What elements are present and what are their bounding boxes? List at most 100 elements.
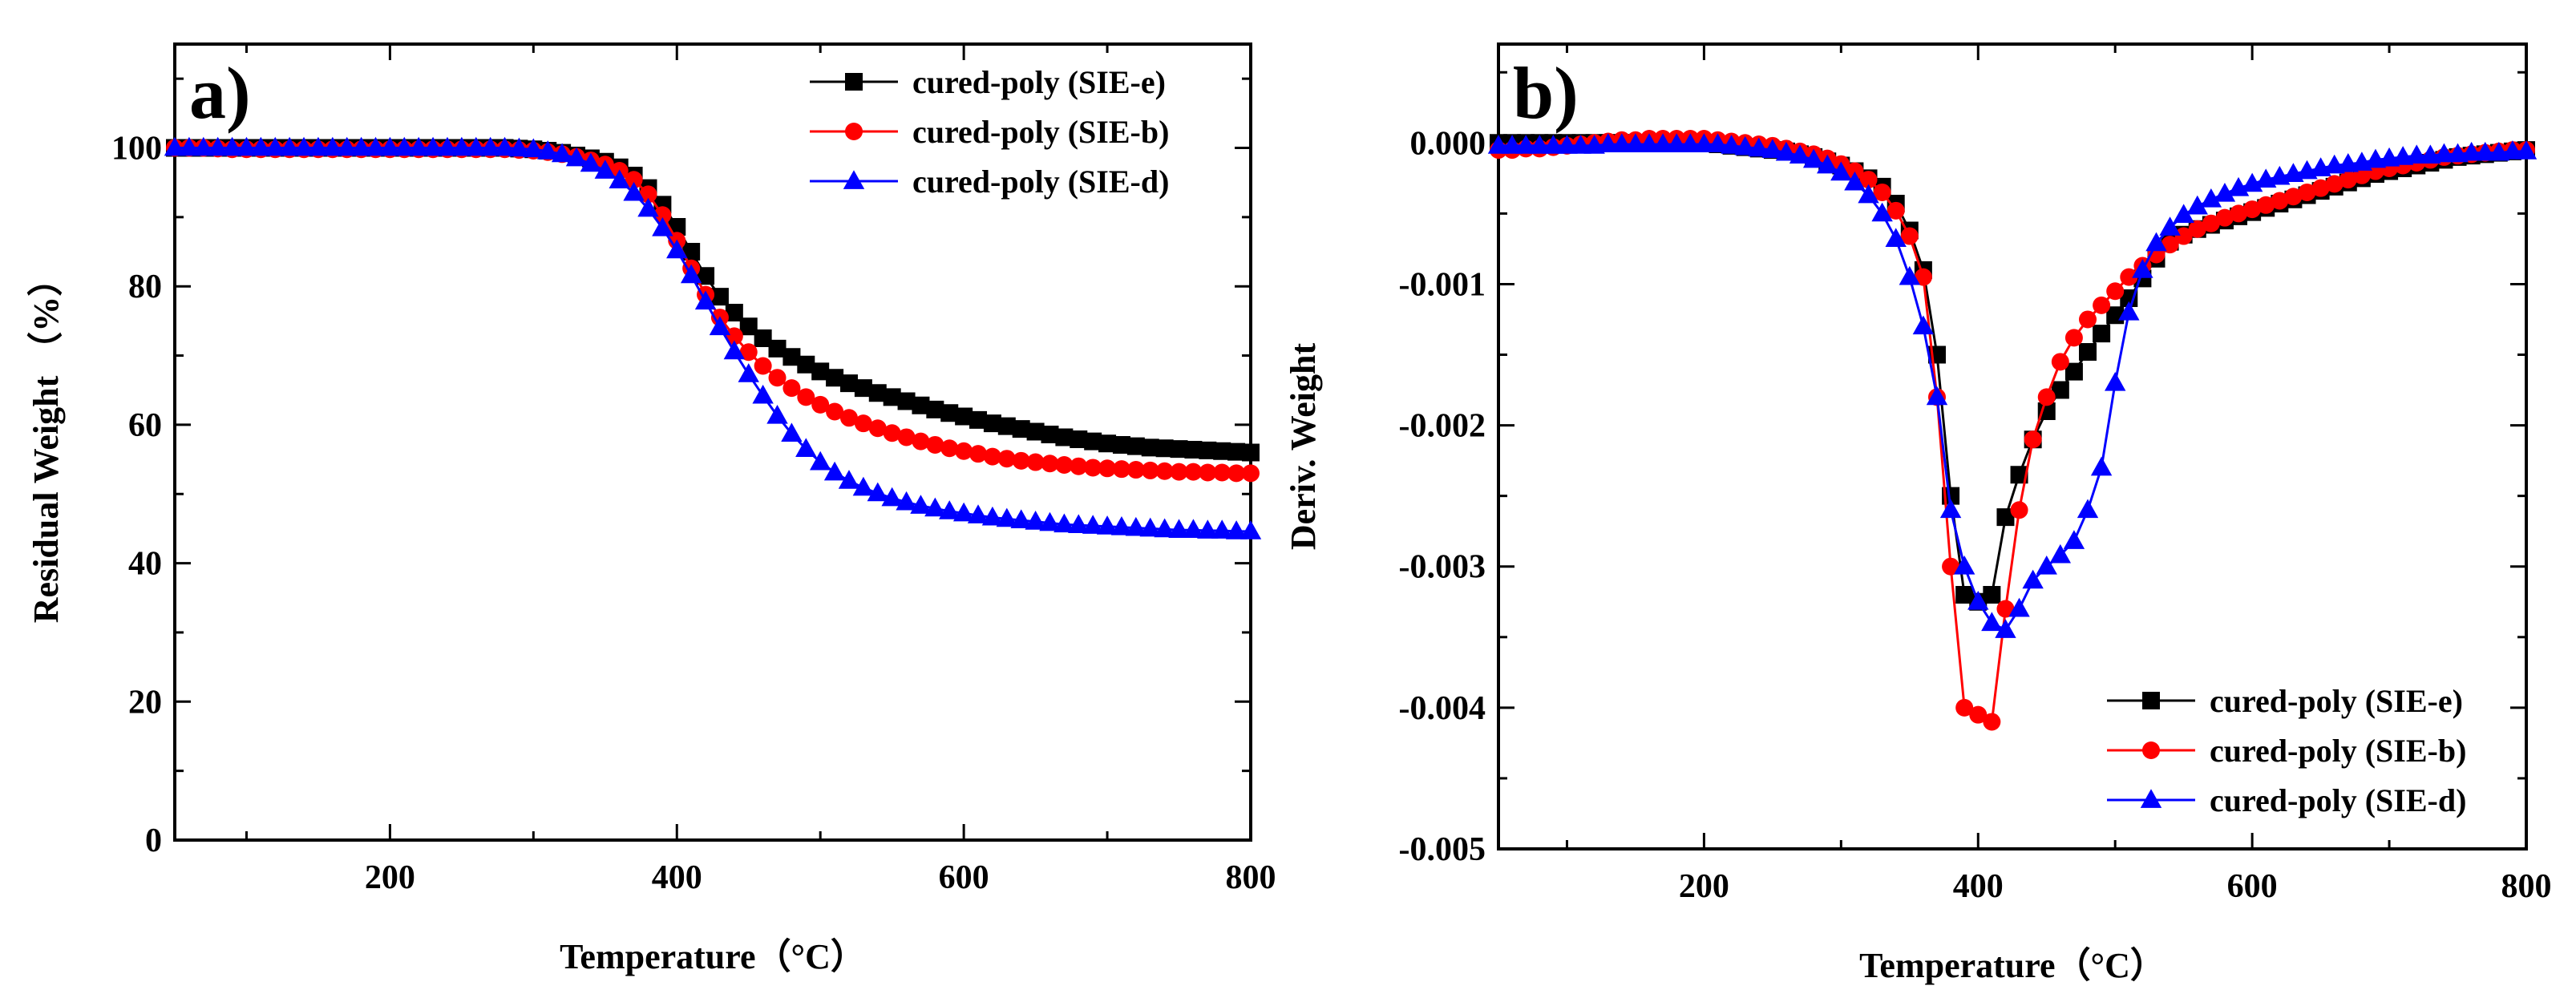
data-point-0 (969, 410, 988, 429)
data-point-1 (1070, 457, 1088, 475)
data-point-2 (207, 136, 228, 156)
data-point-2 (278, 136, 301, 156)
y-tick-label: -0.003 (1399, 549, 1486, 586)
data-point-1 (2174, 227, 2193, 245)
data-point-2 (666, 239, 688, 259)
legend-marker (2142, 741, 2160, 759)
data-point-2 (1225, 520, 1248, 539)
data-point-2 (1721, 135, 1742, 154)
data-point-1 (1914, 268, 1932, 286)
y-axis-title: Deriv. Weight (1288, 343, 1323, 551)
data-point-0 (940, 404, 959, 422)
data-point-1 (797, 388, 815, 406)
data-point-0 (826, 369, 844, 387)
data-point-2 (1514, 135, 1537, 154)
data-point-1 (854, 414, 872, 433)
data-point-2 (810, 450, 831, 471)
data-point-2 (1666, 133, 1688, 152)
data-point-0 (797, 355, 815, 374)
data-point-1 (1126, 461, 1145, 479)
data-point-2 (623, 181, 645, 201)
legend: cured-poly (SIE-e) cured-poly (SIE-b) cure… (2107, 683, 2466, 818)
data-point-1 (2120, 268, 2138, 286)
data-point-1 (2230, 204, 2248, 223)
data-point-2 (1858, 184, 1879, 204)
data-point-1 (955, 442, 973, 460)
x-tick-label: 200 (1679, 868, 1729, 905)
legend-item-1: cured-poly (SIE-b) (2107, 733, 2466, 769)
x-tick-label: 200 (365, 859, 415, 896)
data-point-2 (680, 264, 702, 284)
data-point-2 (1981, 612, 2003, 632)
data-point-2 (1529, 135, 1551, 154)
data-point-0 (839, 374, 858, 393)
data-point-2 (2118, 301, 2140, 321)
data-point-2 (1154, 518, 1175, 538)
data-point-1 (1873, 183, 1891, 201)
data-point-0 (1112, 435, 1130, 454)
data-point-0 (1041, 426, 1059, 444)
data-point-2 (1680, 133, 1701, 152)
data-point-2 (1183, 519, 1204, 539)
data-point-2 (1110, 515, 1133, 535)
data-point-1 (2037, 388, 2056, 406)
data-point-2 (823, 461, 846, 481)
data-point-1 (1900, 227, 1919, 245)
legend-label: cured-poly (SIE-d) (912, 164, 1169, 200)
data-point-1 (783, 379, 801, 398)
data-point-2 (365, 136, 386, 156)
y-tick-label: 20 (128, 684, 162, 721)
data-point-0 (1996, 508, 2015, 527)
legend-marker (843, 170, 865, 189)
legend-marker (2140, 789, 2162, 808)
data-point-2 (1025, 511, 1046, 530)
data-point-1 (897, 428, 916, 446)
data-point-0 (811, 362, 830, 381)
data-point-2 (2433, 143, 2455, 163)
data-point-2 (924, 497, 946, 517)
data-point-1 (768, 369, 787, 387)
data-point-1 (983, 447, 1001, 466)
data-point-2 (407, 136, 430, 156)
x-tick-label: 600 (2227, 868, 2278, 905)
data-point-2 (1139, 517, 1161, 537)
data-point-2 (1734, 135, 1756, 156)
data-point-0 (682, 243, 701, 261)
data-point-1 (997, 450, 1016, 468)
data-point-1 (1155, 462, 1174, 480)
data-point-2 (336, 136, 358, 156)
data-point-1 (1141, 461, 1159, 479)
data-point-1 (653, 206, 672, 224)
data-point-0 (1242, 443, 1260, 462)
data-point-2 (307, 136, 330, 156)
data-point-2 (867, 482, 888, 502)
data-point-1 (2339, 171, 2357, 189)
legend-marker (845, 73, 863, 91)
data-point-2 (580, 152, 602, 172)
data-point-1 (2202, 214, 2220, 232)
y-tick-label: -0.005 (1399, 831, 1486, 868)
data-point-2 (436, 136, 459, 156)
data-point-1 (1983, 713, 2001, 731)
data-point-2 (293, 136, 315, 156)
data-point-2 (967, 504, 989, 523)
data-point-0 (725, 304, 743, 322)
data-point-0 (1141, 438, 1159, 457)
plot-frame (173, 42, 1252, 842)
data-point-1 (2093, 296, 2111, 314)
data-point-1 (2284, 188, 2303, 206)
data-point-2 (1096, 515, 1118, 535)
legend-label: cured-poly (SIE-e) (912, 64, 1166, 100)
legend: cured-poly (SIE-e) cured-poly (SIE-b) cure… (810, 64, 1169, 200)
data-point-1 (1242, 464, 1260, 483)
data-point-2 (1953, 555, 1975, 575)
data-point-0 (1170, 440, 1188, 459)
data-point-2 (2515, 140, 2538, 160)
data-point-2 (1125, 516, 1147, 536)
data-point-2 (1693, 133, 1715, 152)
data-point-2 (795, 438, 817, 458)
data-point-2 (565, 147, 588, 167)
data-point-2 (1039, 511, 1061, 531)
legend-marker (2142, 692, 2160, 709)
data-point-0 (710, 288, 729, 306)
